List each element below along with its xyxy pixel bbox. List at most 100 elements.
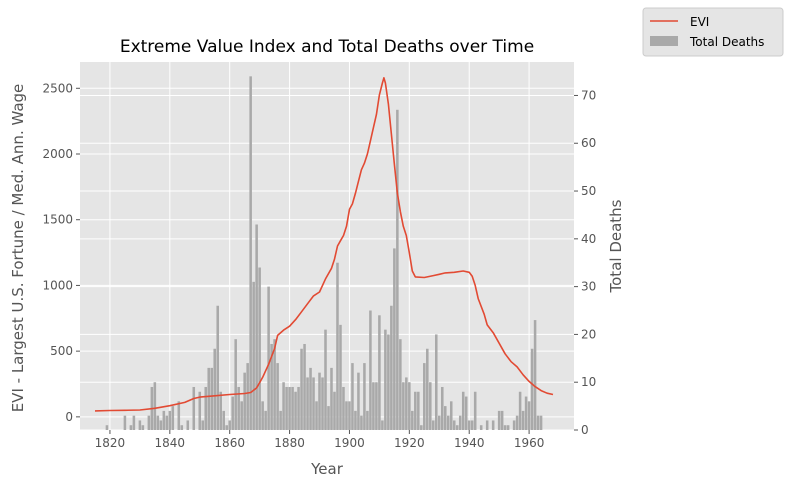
y-left-tick-label: 1000: [42, 278, 73, 292]
deaths-bar: [273, 339, 276, 430]
x-tick-label: 1920: [394, 436, 425, 450]
deaths-bar: [503, 425, 507, 430]
deaths-bar: [414, 391, 417, 430]
deaths-bar: [147, 415, 151, 430]
deaths-bar: [345, 401, 348, 430]
y-right-tick-label: 0: [581, 423, 589, 437]
deaths-bar: [351, 363, 354, 430]
deaths-bar: [491, 420, 495, 430]
y-left-axis-label: EVI - Largest U.S. Fortune / Med. Ann. W…: [9, 84, 27, 413]
deaths-bar: [297, 386, 300, 430]
deaths-bar: [527, 401, 531, 430]
deaths-bar: [399, 339, 402, 430]
deaths-bar: [369, 310, 372, 430]
deaths-bar: [324, 329, 327, 430]
deaths-bar: [339, 324, 342, 430]
deaths-bar: [294, 391, 297, 430]
deaths-bar: [420, 425, 423, 430]
deaths-bar: [249, 76, 252, 431]
deaths-bar: [408, 382, 411, 430]
deaths-bar: [360, 415, 363, 430]
deaths-bar: [171, 406, 175, 430]
deaths-bar: [240, 401, 243, 430]
deaths-bar: [234, 339, 237, 430]
deaths-bar: [333, 391, 336, 430]
deaths-bar: [443, 406, 447, 430]
deaths-bar: [180, 425, 184, 430]
deaths-bar: [318, 372, 321, 430]
deaths-bar: [291, 386, 294, 430]
deaths-bar: [524, 396, 528, 430]
y-right-tick-label: 30: [581, 280, 596, 294]
deaths-bar: [405, 377, 408, 430]
deaths-bar: [479, 425, 483, 430]
deaths-bar: [375, 382, 378, 430]
deaths-bar: [222, 410, 225, 430]
plot-area: [80, 62, 574, 430]
deaths-bar: [138, 420, 142, 430]
x-tick-label: 1860: [214, 436, 245, 450]
deaths-bar: [515, 415, 519, 430]
deaths-bar: [411, 410, 414, 430]
y-right-axis-label: Total Deaths: [607, 199, 625, 293]
deaths-bar: [267, 286, 270, 430]
y-left-tick-label: 1500: [42, 213, 73, 227]
deaths-bar: [348, 401, 351, 430]
deaths-bar: [177, 401, 181, 430]
deaths-bar: [219, 391, 222, 430]
deaths-bar: [533, 320, 537, 430]
deaths-bar: [279, 410, 282, 430]
x-tick-label: 1820: [95, 436, 126, 450]
deaths-bar: [378, 315, 381, 430]
deaths-bar: [231, 396, 234, 430]
deaths-bar: [255, 224, 258, 430]
deaths-bar: [387, 334, 390, 430]
x-tick-label: 1960: [514, 436, 545, 450]
deaths-bar: [518, 391, 522, 430]
deaths-bar: [141, 425, 145, 430]
deaths-bar: [500, 410, 504, 430]
deaths-bar: [105, 425, 109, 430]
y-right-tick-label: 70: [581, 88, 596, 102]
deaths-bar: [435, 334, 438, 430]
deaths-bar: [330, 367, 333, 430]
y-right-tick-label: 40: [581, 232, 596, 246]
deaths-bar: [473, 391, 477, 430]
evi-line: [94, 77, 554, 412]
legend: EVI Total Deaths: [642, 7, 784, 57]
deaths-bar: [357, 372, 360, 430]
deaths-bar: [312, 377, 315, 430]
deaths-bar: [309, 367, 312, 430]
deaths-bar: [366, 410, 369, 430]
deaths-bar: [354, 410, 357, 430]
y-left-tick-label: 2000: [42, 147, 73, 161]
deaths-bar: [393, 248, 396, 430]
deaths-bar: [288, 386, 291, 430]
deaths-bar: [285, 386, 288, 430]
deaths-bar: [470, 420, 474, 430]
deaths-bar: [485, 420, 489, 430]
deaths-bar: [282, 382, 285, 430]
deaths-bar: [521, 410, 525, 430]
deaths-bar: [530, 348, 534, 430]
deaths-bar: [396, 109, 399, 430]
deaths-bar: [162, 410, 166, 430]
deaths-bar: [452, 420, 456, 430]
x-axis-label: Year: [310, 460, 344, 478]
deaths-bar: [216, 305, 219, 430]
x-tick-label: 1880: [274, 436, 305, 450]
deaths-bar: [303, 343, 306, 430]
x-tick-label: 1840: [155, 436, 186, 450]
chart-title: Extreme Value Index and Total Deaths ove…: [120, 37, 534, 57]
deaths-bar: [186, 420, 190, 430]
deaths-bar: [432, 420, 435, 430]
deaths-bar: [207, 367, 211, 430]
y-left-tick-label: 500: [50, 344, 73, 358]
x-tick-label: 1940: [454, 436, 485, 450]
deaths-bar: [129, 425, 133, 430]
deaths-bar: [264, 410, 267, 430]
deaths-bar: [429, 382, 432, 430]
deaths-bar: [315, 401, 318, 430]
deaths-bar: [306, 377, 309, 430]
y-left-tick-label: 2500: [42, 81, 73, 95]
